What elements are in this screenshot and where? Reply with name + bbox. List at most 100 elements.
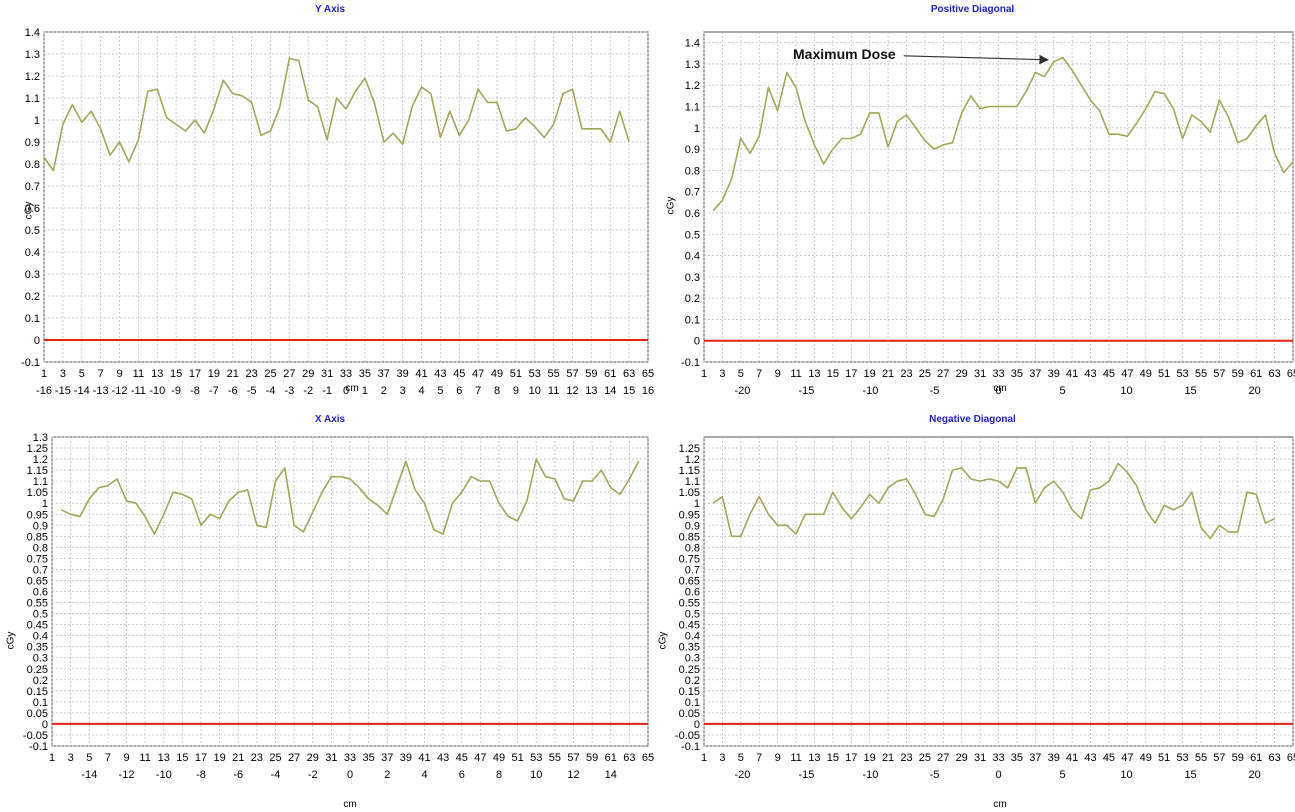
y-tick-label: 1.25 <box>27 443 48 455</box>
index-tick-label: 29 <box>956 752 968 764</box>
y-tick-label: 0.9 <box>33 520 48 532</box>
index-tick-label: 19 <box>864 368 876 380</box>
cm-tick-label: 2 <box>381 385 387 397</box>
y-tick-label: 0.2 <box>685 293 700 305</box>
index-tick-label: 27 <box>937 368 949 380</box>
y-tick-label: 0.5 <box>25 225 40 237</box>
index-tick-label: 15 <box>827 368 839 380</box>
y-tick-label: 0.5 <box>685 609 700 621</box>
y-tick-label: 1 <box>694 123 700 135</box>
y-tick-label: 1.25 <box>679 443 700 455</box>
index-tick-label: 27 <box>937 752 949 764</box>
index-tick-label: 25 <box>264 368 276 380</box>
y-tick-label: 1.3 <box>685 59 700 71</box>
y-tick-label: 0.7 <box>25 181 40 193</box>
index-tick-label: 9 <box>775 368 781 380</box>
y-tick-label: 0.65 <box>27 575 48 587</box>
cm-tick-label: 15 <box>1184 769 1196 781</box>
y-tick-label: 0 <box>34 335 40 347</box>
index-tick-label: 57 <box>1213 368 1225 380</box>
index-tick-label: 63 <box>1268 368 1280 380</box>
y-tick-label: 0.8 <box>685 165 700 177</box>
index-tick-label: 31 <box>974 752 986 764</box>
cm-tick-label: -10 <box>863 769 879 781</box>
index-tick-label: 7 <box>98 368 104 380</box>
index-tick-label: 31 <box>321 368 333 380</box>
cm-tick-label: -4 <box>266 385 276 397</box>
index-tick-label: 35 <box>359 368 371 380</box>
index-tick-label: 39 <box>1048 752 1060 764</box>
cm-tick-label: 15 <box>623 385 635 397</box>
chart-title: Negative Diagonal <box>929 414 1016 425</box>
index-tick-label: 29 <box>307 752 319 764</box>
y-tick-label: 1.05 <box>679 487 700 499</box>
y-tick-label: 0.1 <box>685 697 700 709</box>
index-tick-label: 51 <box>512 752 524 764</box>
chart-canvas: -0.1 0 0.1 0.2 0.3 0.4 0.5 0.6 0.7 0.8 0.9 1 1.1 1.2 1… <box>681 31 1295 397</box>
index-tick-label: 35 <box>363 752 375 764</box>
cm-tick-label: 5 <box>1059 769 1065 781</box>
index-tick-label: 59 <box>585 368 597 380</box>
dose-series-line <box>43 57 630 172</box>
y-tick-label: 1.2 <box>685 80 700 92</box>
index-tick-label: 39 <box>1048 368 1060 380</box>
y-tick-label: 0.9 <box>25 137 40 149</box>
y-tick-label: 0.55 <box>27 598 48 610</box>
y-tick-label: 0.3 <box>685 653 700 665</box>
index-tick-label: 19 <box>864 752 876 764</box>
cm-tick-label: -15 <box>55 385 71 397</box>
index-tick-label: 17 <box>845 752 857 764</box>
y-tick-label: -0.1 <box>29 741 48 753</box>
y-tick-label: 1.3 <box>33 432 48 444</box>
y-tick-label: 0.15 <box>679 686 700 698</box>
x-axis-label: cm <box>993 383 1007 394</box>
index-tick-label: 45 <box>453 368 465 380</box>
y-tick-label: -0.1 <box>681 357 700 369</box>
index-tick-label: 39 <box>400 752 412 764</box>
cm-tick-label: 14 <box>604 385 616 397</box>
y-tick-label: 0.65 <box>679 575 700 587</box>
cm-tick-label: -10 <box>156 769 172 781</box>
index-tick-label: 49 <box>1140 368 1152 380</box>
index-tick-label: 19 <box>214 752 226 764</box>
cm-tick-label: 1 <box>362 385 368 397</box>
y-tick-label: 1.2 <box>33 454 48 466</box>
y-tick-label: -0.1 <box>681 741 700 753</box>
cm-tick-label: -2 <box>308 769 318 781</box>
y-tick-label: -0.05 <box>675 730 700 742</box>
y-tick-label: 0.85 <box>27 531 48 543</box>
cm-tick-label: -12 <box>112 385 128 397</box>
index-tick-label: 21 <box>232 752 244 764</box>
index-tick-label: 63 <box>1268 752 1280 764</box>
cm-tick-label: 12 <box>567 769 579 781</box>
cm-tick-label: -9 <box>171 385 181 397</box>
index-tick-label: 15 <box>170 368 182 380</box>
y-tick-label: 0.45 <box>27 620 48 632</box>
y-tick-label: -0.05 <box>23 730 48 742</box>
cm-tick-label: 12 <box>566 385 578 397</box>
y-tick-label: 1.1 <box>25 93 40 105</box>
index-tick-label: 47 <box>1121 752 1133 764</box>
chart-title: Y Axis <box>314 4 346 15</box>
y-tick-label: 1.05 <box>27 487 48 499</box>
index-tick-label: 35 <box>1011 752 1023 764</box>
index-tick-label: 9 <box>123 752 129 764</box>
index-tick-label: 21 <box>882 368 894 380</box>
cm-tick-label: 15 <box>1184 385 1196 397</box>
index-tick-label: 63 <box>623 752 635 764</box>
x-axis-label: cm <box>345 383 359 394</box>
index-tick-label: 29 <box>302 368 314 380</box>
index-tick-label: 39 <box>397 368 409 380</box>
index-tick-label: 53 <box>530 752 542 764</box>
y-tick-label: 0.6 <box>33 587 48 599</box>
y-tick-label: 0.35 <box>27 642 48 654</box>
y-tick-label: 0.2 <box>33 675 48 687</box>
chart-negative-diagonal: Negative Diagonal cGy cm -0.1 -0.05 0 0.05 0… <box>650 410 1295 812</box>
index-tick-label: 3 <box>68 752 74 764</box>
index-tick-label: 45 <box>1103 368 1115 380</box>
chart-canvas: -0.1 0 0.1 0.2 0.3 0.4 0.5 0.6 0.7 0.8 0.9 1 1.1 1.2 1… <box>21 27 654 397</box>
index-tick-label: 33 <box>992 752 1004 764</box>
y-tick-label: 0.85 <box>679 531 700 543</box>
index-tick-label: 37 <box>378 368 390 380</box>
chart-positive-diagonal: Positive Diagonal cGy cm -0.1 0 0.1 0.2 0.3 0… <box>650 0 1295 400</box>
